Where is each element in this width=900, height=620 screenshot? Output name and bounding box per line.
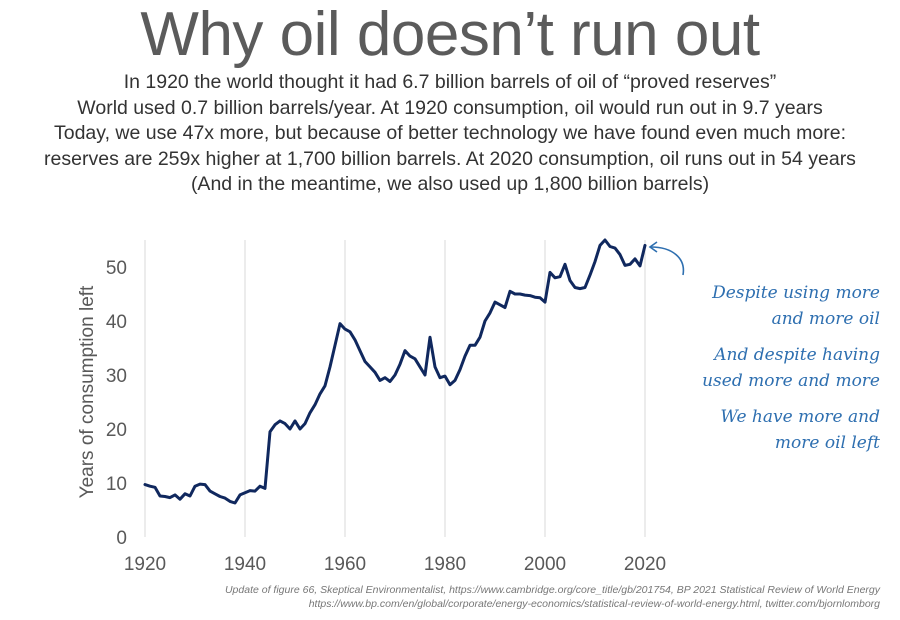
annotation-line: We have more and [720,407,880,427]
annotation: And despite having used more and more [640,342,880,394]
y-tick-label: 30 [106,366,127,387]
annotation-line: more oil left [774,433,880,453]
subtitle-line: Today, we use 47x more, but because of b… [53,122,847,144]
y-tick-label: 10 [106,474,127,495]
annotation-line: Despite using more [712,283,880,303]
y-axis-label: Years of consumption left [77,285,98,498]
subtitle-line: In 1920 the world thought it had 6.7 bil… [123,71,777,93]
x-tick-label: 1940 [224,554,266,575]
series [143,238,647,505]
subtitle: In 1920 the world thought it had 6.7 bil… [0,70,900,198]
axis-ticks: 1920 1940 1960 1980 2000 2020 0 10 20 30 40 50 [106,258,666,575]
y-tick-label: 0 [116,528,127,549]
annotation: Despite using more and more oil [640,280,880,332]
x-tick-label: 1960 [324,554,366,575]
subtitle-line: reserves are 259x higher at 1,700 billio… [44,147,856,170]
annotation-line: and more oil [771,309,880,329]
footer-line: Update of figure 66, Skeptical Environme… [224,584,880,596]
annotation-line: used more and more [702,371,880,391]
grid [144,240,646,537]
subtitle-line: World used 0.7 billion barrels/year. At … [77,96,823,119]
annotation-arrow [648,241,685,276]
y-tick-label: 40 [106,312,127,333]
x-tick-label: 1920 [124,554,166,575]
series-line [143,238,647,505]
x-tick-label: 2000 [524,554,566,575]
annotation: We have more and more oil left [640,404,880,456]
page-title: Why oil doesn’t run out [140,0,760,69]
y-tick-label: 20 [106,420,127,441]
x-tick-label: 1980 [424,554,466,575]
footer-source: Update of figure 66, Skeptical Environme… [0,583,880,611]
y-tick-label: 50 [106,258,127,279]
x-tick-label: 2020 [624,554,666,575]
subtitle-line: (And in the meantime, we also used up 1,… [190,173,710,195]
footer-line: https://www.bp.com/en/global/corporate/e… [308,598,880,610]
annotation-line: And despite having [714,345,880,365]
